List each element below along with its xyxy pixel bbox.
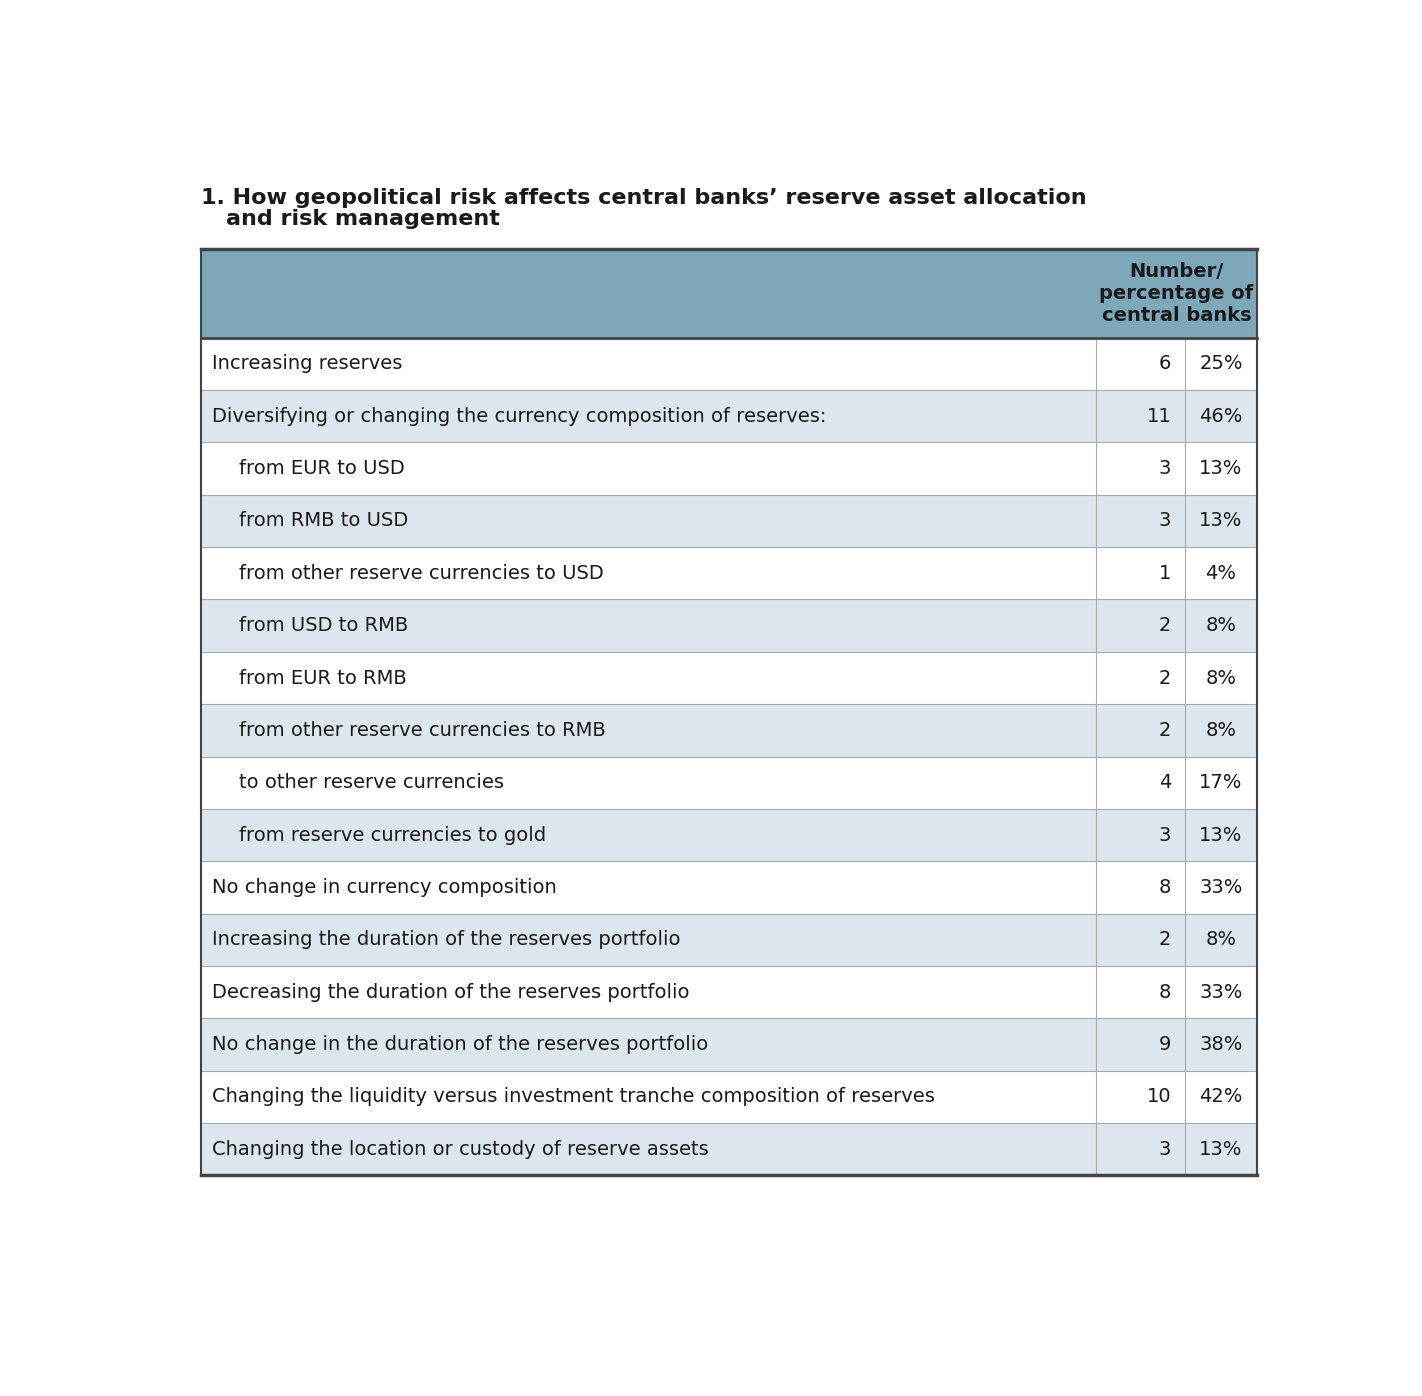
Text: 8%: 8% <box>1206 720 1236 740</box>
Bar <box>201 1018 1257 1071</box>
Text: Number/
percentage of
central banks: Number/ percentage of central banks <box>1099 262 1253 325</box>
Bar <box>201 966 1257 1018</box>
Text: 8%: 8% <box>1206 669 1236 688</box>
Text: No change in the duration of the reserves portfolio: No change in the duration of the reserve… <box>212 1034 708 1054</box>
Bar <box>201 443 1257 494</box>
Text: 42%: 42% <box>1199 1087 1243 1107</box>
Text: 13%: 13% <box>1199 825 1243 845</box>
Text: Diversifying or changing the currency composition of reserves:: Diversifying or changing the currency co… <box>212 406 826 426</box>
Text: 38%: 38% <box>1199 1034 1243 1054</box>
Text: Decreasing the duration of the reserves portfolio: Decreasing the duration of the reserves … <box>212 983 690 1002</box>
Text: 1: 1 <box>1159 564 1172 582</box>
Text: 13%: 13% <box>1199 511 1243 530</box>
Text: 33%: 33% <box>1199 983 1243 1002</box>
Text: 2: 2 <box>1159 930 1172 949</box>
Text: Increasing the duration of the reserves portfolio: Increasing the duration of the reserves … <box>212 930 680 949</box>
Text: 3: 3 <box>1159 1139 1172 1159</box>
Text: 3: 3 <box>1159 459 1172 477</box>
Text: from RMB to USD: from RMB to USD <box>239 511 408 530</box>
Text: 1. How geopolitical risk affects central banks’ reserve asset allocation: 1. How geopolitical risk affects central… <box>201 187 1086 208</box>
Text: 17%: 17% <box>1199 773 1243 793</box>
Text: 8: 8 <box>1159 878 1172 898</box>
Text: 2: 2 <box>1159 720 1172 740</box>
Text: to other reserve currencies: to other reserve currencies <box>239 773 503 793</box>
Bar <box>201 494 1257 547</box>
Text: Changing the liquidity versus investment tranche composition of reserves: Changing the liquidity versus investment… <box>212 1087 934 1107</box>
Text: 4%: 4% <box>1206 564 1236 582</box>
Bar <box>201 338 1257 389</box>
Text: and risk management: and risk management <box>226 209 499 229</box>
Text: 2: 2 <box>1159 616 1172 635</box>
Bar <box>201 704 1257 757</box>
Bar <box>201 1071 1257 1124</box>
Text: 25%: 25% <box>1199 355 1243 373</box>
Text: 10: 10 <box>1146 1087 1172 1107</box>
Text: from other reserve currencies to USD: from other reserve currencies to USD <box>239 564 604 582</box>
Text: 8%: 8% <box>1206 616 1236 635</box>
Text: from USD to RMB: from USD to RMB <box>239 616 408 635</box>
Bar <box>201 757 1257 808</box>
Text: from other reserve currencies to RMB: from other reserve currencies to RMB <box>239 720 606 740</box>
Bar <box>201 808 1257 861</box>
Text: 6: 6 <box>1159 355 1172 373</box>
Bar <box>201 599 1257 652</box>
Bar <box>201 861 1257 913</box>
Text: 2: 2 <box>1159 669 1172 688</box>
Text: 13%: 13% <box>1199 1139 1243 1159</box>
Text: 33%: 33% <box>1199 878 1243 898</box>
Bar <box>201 248 1257 338</box>
Text: No change in currency composition: No change in currency composition <box>212 878 556 898</box>
Text: 3: 3 <box>1159 511 1172 530</box>
Bar <box>201 1124 1257 1175</box>
Text: 8: 8 <box>1159 983 1172 1002</box>
Bar <box>201 389 1257 443</box>
Text: 4: 4 <box>1159 773 1172 793</box>
Text: 9: 9 <box>1159 1034 1172 1054</box>
Bar <box>201 547 1257 599</box>
Text: from EUR to USD: from EUR to USD <box>239 459 405 477</box>
Text: 46%: 46% <box>1199 406 1243 426</box>
Text: 8%: 8% <box>1206 930 1236 949</box>
Text: Changing the location or custody of reserve assets: Changing the location or custody of rese… <box>212 1139 708 1159</box>
Text: from reserve currencies to gold: from reserve currencies to gold <box>239 825 546 845</box>
Text: from EUR to RMB: from EUR to RMB <box>239 669 407 688</box>
Text: 13%: 13% <box>1199 459 1243 477</box>
Bar <box>201 652 1257 704</box>
Text: Increasing reserves: Increasing reserves <box>212 355 402 373</box>
Bar <box>201 913 1257 966</box>
Text: 11: 11 <box>1146 406 1172 426</box>
Text: 3: 3 <box>1159 825 1172 845</box>
